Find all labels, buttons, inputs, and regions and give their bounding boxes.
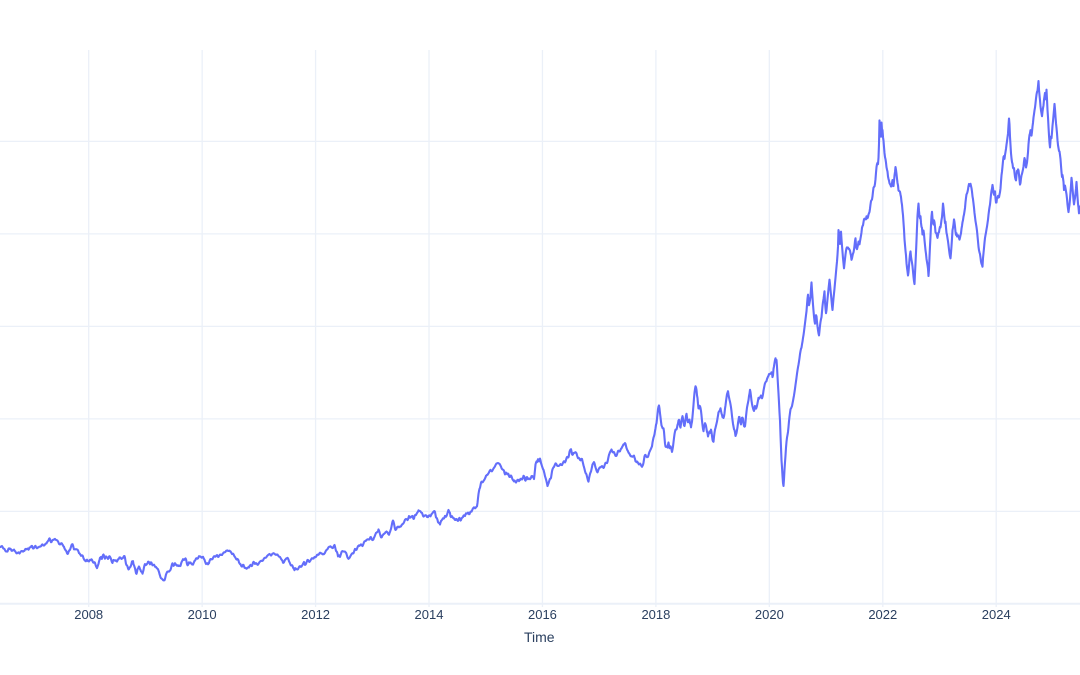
svg-text:2014: 2014: [415, 607, 444, 622]
svg-text:2024: 2024: [982, 607, 1011, 622]
svg-text:2018: 2018: [641, 607, 670, 622]
svg-text:Time: Time: [524, 629, 555, 645]
svg-text:2008: 2008: [74, 607, 103, 622]
svg-text:2022: 2022: [868, 607, 897, 622]
svg-text:2016: 2016: [528, 607, 557, 622]
svg-text:2010: 2010: [188, 607, 217, 622]
svg-text:2012: 2012: [301, 607, 330, 622]
svg-text:2020: 2020: [755, 607, 784, 622]
